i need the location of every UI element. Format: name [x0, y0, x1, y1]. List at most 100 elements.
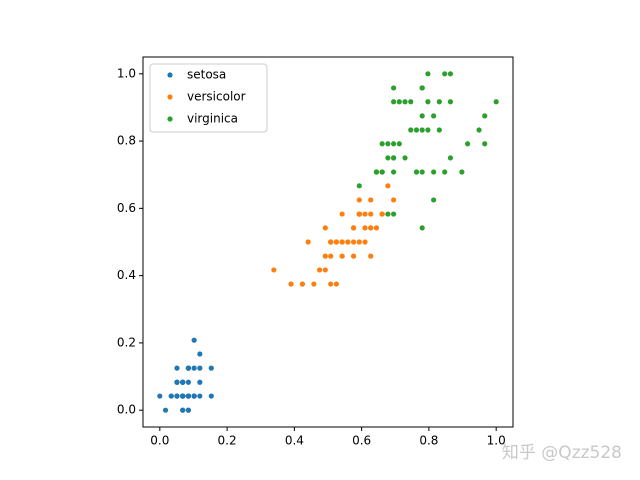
point — [493, 99, 499, 105]
point — [197, 379, 203, 385]
point — [191, 393, 197, 399]
point — [379, 169, 385, 175]
point — [390, 169, 397, 175]
point — [419, 127, 425, 133]
point — [390, 99, 397, 105]
point — [425, 71, 431, 77]
point — [390, 85, 397, 91]
y-tick-label: 0.8 — [117, 134, 136, 148]
point — [419, 85, 425, 91]
point — [350, 253, 357, 259]
point — [482, 141, 488, 147]
point — [413, 127, 420, 133]
x-tick-label: 0.2 — [218, 434, 237, 448]
point — [431, 197, 437, 203]
point — [368, 197, 374, 203]
point — [197, 351, 203, 357]
point — [180, 407, 186, 413]
point — [413, 169, 420, 175]
point — [322, 225, 328, 231]
x-tick-label: 0.6 — [352, 434, 371, 448]
point — [390, 141, 397, 147]
point — [402, 155, 408, 161]
point — [350, 239, 357, 245]
x-tick-label: 0.8 — [419, 434, 438, 448]
point — [356, 239, 362, 245]
point — [408, 99, 414, 105]
point — [333, 239, 340, 245]
point — [180, 393, 186, 399]
point — [328, 253, 334, 259]
point — [447, 155, 454, 161]
point — [339, 253, 345, 259]
point — [442, 169, 448, 175]
point — [180, 379, 186, 385]
point — [208, 365, 214, 371]
point — [464, 141, 471, 147]
point — [322, 253, 328, 259]
point — [162, 407, 169, 413]
point — [436, 99, 442, 105]
legend-marker — [167, 94, 173, 100]
y-tick-label: 0.2 — [117, 335, 136, 349]
legend-label: setosa — [187, 68, 226, 82]
point — [185, 379, 192, 385]
point — [339, 239, 345, 245]
point — [174, 365, 180, 371]
point — [396, 141, 402, 147]
point — [402, 99, 408, 105]
point — [362, 239, 368, 245]
point — [271, 267, 277, 273]
point — [305, 239, 311, 245]
point — [447, 71, 454, 77]
point — [191, 337, 197, 343]
point — [299, 281, 306, 287]
y-tick-label: 0.4 — [117, 268, 136, 282]
y-tick-label: 0.0 — [117, 403, 136, 417]
point — [311, 281, 317, 287]
point — [174, 379, 180, 385]
point — [208, 393, 214, 399]
point — [373, 169, 380, 175]
point — [368, 253, 374, 259]
point — [482, 113, 488, 119]
point — [362, 211, 368, 217]
point — [436, 127, 442, 133]
point — [333, 281, 340, 287]
x-tick-label: 0.0 — [150, 434, 169, 448]
point — [385, 183, 391, 189]
point — [197, 365, 203, 371]
point — [328, 239, 334, 245]
point — [385, 211, 391, 217]
point — [288, 281, 294, 287]
point — [345, 239, 351, 245]
point — [185, 365, 192, 371]
point — [191, 365, 197, 371]
point — [362, 225, 368, 231]
point — [350, 225, 357, 231]
point — [174, 393, 180, 399]
point — [356, 183, 362, 189]
point — [373, 225, 380, 231]
y-tick-label: 1.0 — [117, 66, 136, 80]
point — [385, 141, 391, 147]
point — [408, 127, 414, 133]
point — [431, 113, 437, 119]
point — [316, 267, 323, 273]
point — [390, 197, 397, 203]
point — [339, 211, 345, 217]
point — [356, 211, 362, 217]
watermark: 知乎 @Qzz528 — [502, 443, 622, 463]
point — [185, 393, 192, 399]
legend-marker — [167, 116, 173, 122]
point — [419, 169, 425, 175]
point — [476, 127, 482, 133]
point — [390, 211, 397, 217]
point — [379, 211, 385, 217]
legend-box — [149, 63, 268, 133]
point — [328, 281, 334, 287]
point — [425, 99, 431, 105]
x-tick-label: 0.4 — [285, 434, 304, 448]
point — [368, 225, 374, 231]
